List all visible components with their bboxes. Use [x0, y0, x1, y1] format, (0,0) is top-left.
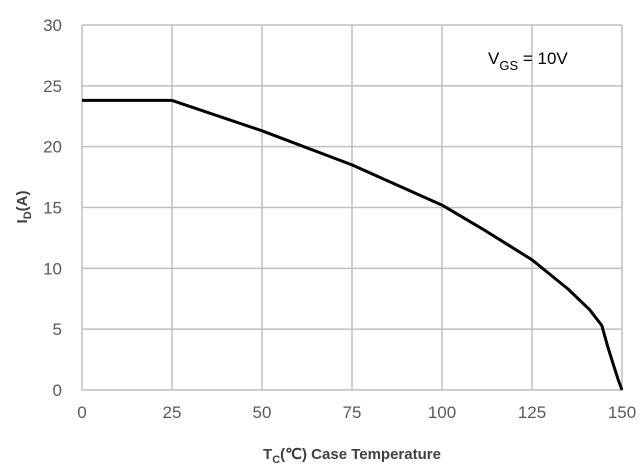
x-tick-label: 50 — [253, 403, 272, 422]
x-tick-label: 0 — [77, 403, 86, 422]
annotation-vgs: VGS = 10V — [488, 49, 568, 73]
y-axis-label: ID(A) — [14, 191, 34, 224]
grid — [81, 24, 623, 391]
y-tick-label: 25 — [43, 77, 62, 96]
y-tick-label: 30 — [43, 16, 62, 35]
y-tick-label: 0 — [53, 381, 62, 400]
x-tick-label: 150 — [608, 403, 636, 422]
x-tick-label: 100 — [428, 403, 456, 422]
tick-labels: 0 25 50 75 100 125 150 0 5 10 15 20 25 30 — [43, 16, 636, 422]
y-tick-label: 15 — [43, 199, 62, 218]
x-tick-label: 25 — [163, 403, 182, 422]
x-axis-label: TC(℃) Case Temperature — [263, 446, 441, 466]
x-tick-label: 75 — [343, 403, 362, 422]
series-line — [82, 98, 624, 391]
y-tick-label: 20 — [43, 138, 62, 157]
x-tick-label: 125 — [518, 403, 546, 422]
y-tick-label: 10 — [43, 259, 62, 278]
y-tick-label: 5 — [53, 320, 62, 339]
